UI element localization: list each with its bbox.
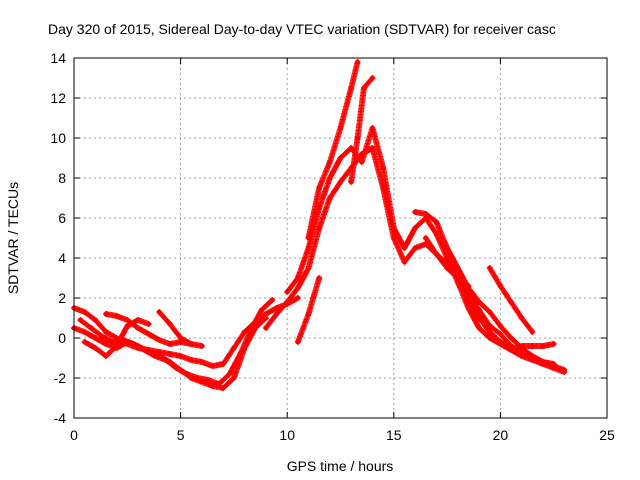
series-markers [348,75,376,185]
x-axis-label: GPS time / hours [287,458,394,474]
y-tick-label: 6 [58,210,66,226]
grid [74,58,607,418]
series-track-6 [156,309,205,349]
y-tick-label: -2 [54,370,67,386]
series-track-10 [348,75,376,185]
series-markers [102,311,195,347]
series-track-16 [294,275,323,345]
y-tick-label: 2 [58,290,66,306]
series-track-13 [444,255,525,355]
series-markers [444,255,525,355]
x-tick-label: 20 [493,427,509,443]
y-tick-label: 10 [50,130,66,146]
axis-ticks: 0 5 10 15 20 25 -4 -2 0 2 4 6 8 10 12 14 [50,50,615,443]
series-track-9 [305,59,361,241]
series-markers [156,309,205,349]
series-markers [81,317,152,359]
y-tick-label: -4 [54,410,67,426]
y-tick-label: 12 [50,90,66,106]
x-tick-label: 5 [177,427,185,443]
y-tick-label: 0 [58,330,66,346]
series-track-15 [518,341,557,349]
y-tick-label: 14 [50,50,66,66]
series-track-5 [81,317,152,359]
series-track-14 [486,265,536,335]
series-markers [284,125,568,375]
series-track-3 [77,297,276,387]
x-tick-label: 15 [386,427,402,443]
plot-frame [73,57,608,419]
series-markers [294,275,323,345]
x-tick-label: 10 [279,427,295,443]
series-track-1 [71,295,301,369]
series-markers [486,265,536,335]
series-markers [518,341,557,349]
y-tick-label: 4 [58,250,66,266]
y-tick-label: 8 [58,170,66,186]
x-tick-label: 0 [70,427,78,443]
series-markers [305,59,361,241]
y-axis-label: SDTVAR / TECUs [5,182,21,294]
x-tick-label: 25 [599,427,615,443]
chart-title: Day 320 of 2015, Sidereal Day-to-day VTE… [48,21,556,37]
series-markers [77,297,276,387]
plot-data [71,59,568,391]
